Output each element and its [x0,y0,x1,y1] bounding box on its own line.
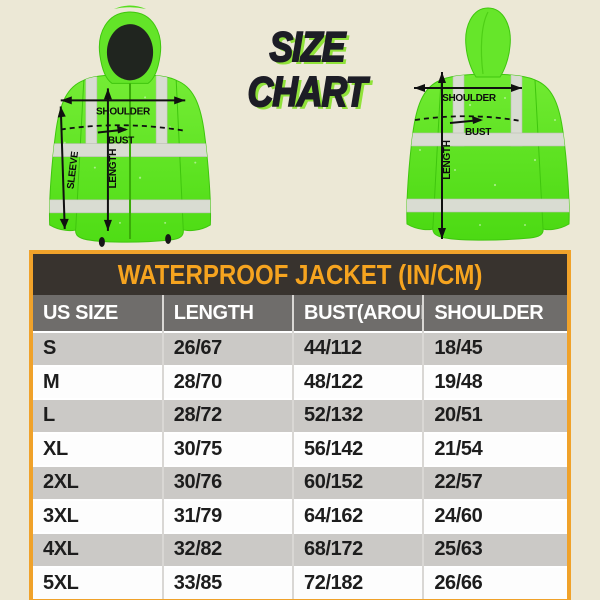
hood-opening [106,24,154,81]
cell-length: 31/79 [161,499,294,533]
header-row: US SIZE LENGTH BUST(AROUND) SHOULDER [33,295,567,332]
front-shoulder-label: SHOULDER [96,106,151,117]
cell-shoulder: 22/57 [422,466,567,500]
column-header-shoulder: SHOULDER [422,295,567,332]
jacket-front-shape [48,5,212,247]
cell-length: 26/67 [161,332,294,366]
size-table: WATERPROOF JACKET (IN/CM) US SIZE LENGTH… [29,250,571,600]
heading-line-1: SIZE [269,23,347,70]
jacket-front-image: SHOULDER BUST LENGTH SLEEVE [48,5,212,247]
cell-bust: 64/162 [292,499,424,533]
cell-shoulder: 26/66 [422,566,567,599]
back-measurements: SHOULDER BUST LENGTH [414,72,522,239]
table-row: XL 30/75 56/142 21/54 [33,432,567,466]
cell-size: XL [43,437,68,460]
cell-length: 30/76 [161,466,294,500]
cell-length: 33/85 [161,566,294,599]
table-title: WATERPROOF JACKET (IN/CM) [33,254,567,295]
table-row: 5XL 33/85 72/182 26/66 [33,566,567,599]
cell-size: 2XL [43,471,79,494]
cell-bust: 56/142 [292,432,424,466]
front-sleeve-label: SLEEVE [66,150,82,189]
table-row: 4XL 32/82 68/172 25/63 [33,533,567,567]
cell-size: S [43,337,56,360]
cell-size: 5XL [43,571,79,594]
front-measurements: SHOULDER BUST LENGTH SLEEVE [57,88,186,231]
cell-size: M [43,370,60,393]
cell-length: 30/75 [161,432,294,466]
cell-size: L [43,404,55,427]
jacket-back-image: SHOULDER BUST LENGTH [406,7,570,241]
cell-shoulder: 18/45 [422,332,567,366]
front-length-label: LENGTH [108,149,119,188]
cell-bust: 52/132 [292,399,424,433]
size-chart-heading: SIZE CHART [244,23,370,115]
table-title-text: WATERPROOF JACKET (IN/CM) [117,259,483,290]
table-row: L 28/72 52/132 20/51 [33,399,567,433]
cell-shoulder: 24/60 [422,499,567,533]
cell-bust: 44/112 [292,332,424,366]
cell-length: 28/72 [161,399,294,433]
heading-line-2: CHART [247,68,368,115]
column-header-bust: BUST(AROUND) [292,295,424,332]
cell-bust: 48/122 [292,365,424,399]
cell-shoulder: 19/48 [422,365,567,399]
size-table-grid: US SIZE LENGTH BUST(AROUND) SHOULDER S 2… [33,295,567,599]
cell-length: 28/70 [161,365,294,399]
table-row: 3XL 31/79 64/162 24/60 [33,499,567,533]
cell-bust: 68/172 [292,533,424,567]
column-header-us-size: US SIZE [33,295,163,332]
hood-back [465,7,511,78]
table-row: 2XL 30/76 60/152 22/57 [33,466,567,500]
cell-length: 32/82 [161,533,294,567]
back-bust-label: BUST [465,127,491,138]
cell-bust: 60/152 [292,466,424,500]
front-bust-label: BUST [108,136,135,147]
cell-size: 3XL [43,504,79,527]
column-header-length: LENGTH [161,295,294,332]
cell-shoulder: 21/54 [422,432,567,466]
reflective-stripes-back [406,74,570,213]
cell-shoulder: 25/63 [422,533,567,567]
cell-size: 4XL [43,538,79,561]
cell-bust: 72/182 [292,566,424,599]
back-shoulder-label: SHOULDER [442,93,497,104]
jacket-back-shape [406,7,570,241]
cell-shoulder: 20/51 [422,399,567,433]
back-length-label: LENGTH [442,140,453,179]
table-row: S 26/67 44/112 18/45 [33,332,567,366]
table-row: M 28/70 48/122 19/48 [33,365,567,399]
